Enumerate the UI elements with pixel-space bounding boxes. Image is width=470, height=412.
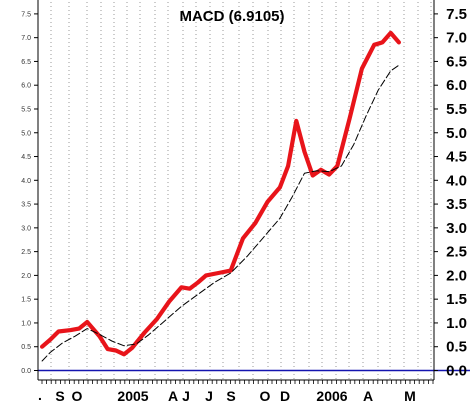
x-tick-label: A: [168, 388, 178, 404]
y-tick-label-right: 6.0: [446, 77, 467, 94]
y-ticks-left: 0.0 0.5 1.0 1.5 2.0 2.5 3.0 3.5 4.0 4.5 5.0 5.5 6.0 6…: [21, 11, 38, 375]
y-tick-label-right: 7.5: [446, 6, 467, 23]
y-tick-label-right: 3.0: [446, 220, 467, 237]
y-tick-label-right: 7.0: [446, 30, 467, 47]
y-tick-label-left: 5.5: [21, 106, 31, 113]
y-tick-label-left: 3.0: [21, 225, 31, 232]
x-tick-label: J: [205, 388, 213, 404]
y-tick-label-right: 5.0: [446, 125, 467, 142]
series-group: [39, 30, 401, 362]
x-tick-label: 2006: [316, 388, 347, 404]
y-tick-label-left: 7.0: [21, 35, 31, 42]
y-tick-label-left: 6.5: [21, 59, 31, 66]
y-tick-label-left: 1.5: [21, 297, 31, 304]
x-tick-label: S: [55, 388, 64, 404]
y-tick-label-left: 2.5: [21, 249, 31, 256]
y-tick-label-left: 1.0: [21, 320, 31, 327]
plot-frame: [37, 0, 435, 381]
x-tick-label: A: [363, 388, 373, 404]
y-tick-label-right: 6.5: [446, 53, 467, 70]
x-tick-label: D: [280, 388, 290, 404]
y-tick-label-right: 1.0: [446, 315, 467, 332]
y-tick-label-left: 4.5: [21, 154, 31, 161]
y-tick-label-left: 2.0: [21, 273, 31, 280]
x-tick-label: 2005: [117, 388, 148, 404]
y-tick-label-right: 4.5: [446, 149, 467, 166]
y-tick-label-right: 4.0: [446, 172, 467, 189]
x-ticks: . S O 2005 A J J S O D 2006 A M: [38, 380, 434, 404]
y-tick-label-left: 0.0: [21, 368, 31, 375]
y-tick-label-left: 5.0: [21, 130, 31, 137]
chart-title: MACD (6.9105): [179, 8, 284, 25]
y-tick-label-right: 2.0: [446, 267, 467, 284]
x-tick-label: S: [226, 388, 235, 404]
y-tick-label-right: 5.5: [446, 101, 467, 118]
y-tick-label-left: 4.0: [21, 178, 31, 185]
x-tick-label: J: [182, 388, 190, 404]
y-tick-label-right: 1.5: [446, 291, 467, 308]
x-tick-label: O: [260, 388, 271, 404]
y-tick-label-left: 7.5: [21, 11, 31, 18]
y-ticks-right: 0.0 0.5 1.0 1.5 2.0 2.5 3.0 3.5 4.0 4.5 5.0 5.5 6.0 6…: [434, 6, 467, 379]
y-tick-label-left: 3.5: [21, 202, 31, 209]
x-tick-label: O: [72, 388, 83, 404]
y-tick-label-right: 2.5: [446, 244, 467, 261]
x-tick-label: M: [404, 388, 416, 404]
x-tick-label: .: [38, 387, 42, 403]
macd-line: [39, 30, 401, 357]
y-tick-label-right: 3.5: [446, 196, 467, 213]
y-tick-label-right: 0.0: [446, 362, 467, 379]
y-tick-label-left: 6.0: [21, 83, 31, 90]
signal-line: [41, 64, 400, 362]
y-tick-label-left: 0.5: [21, 344, 31, 351]
y-tick-label-right: 0.5: [446, 339, 467, 356]
